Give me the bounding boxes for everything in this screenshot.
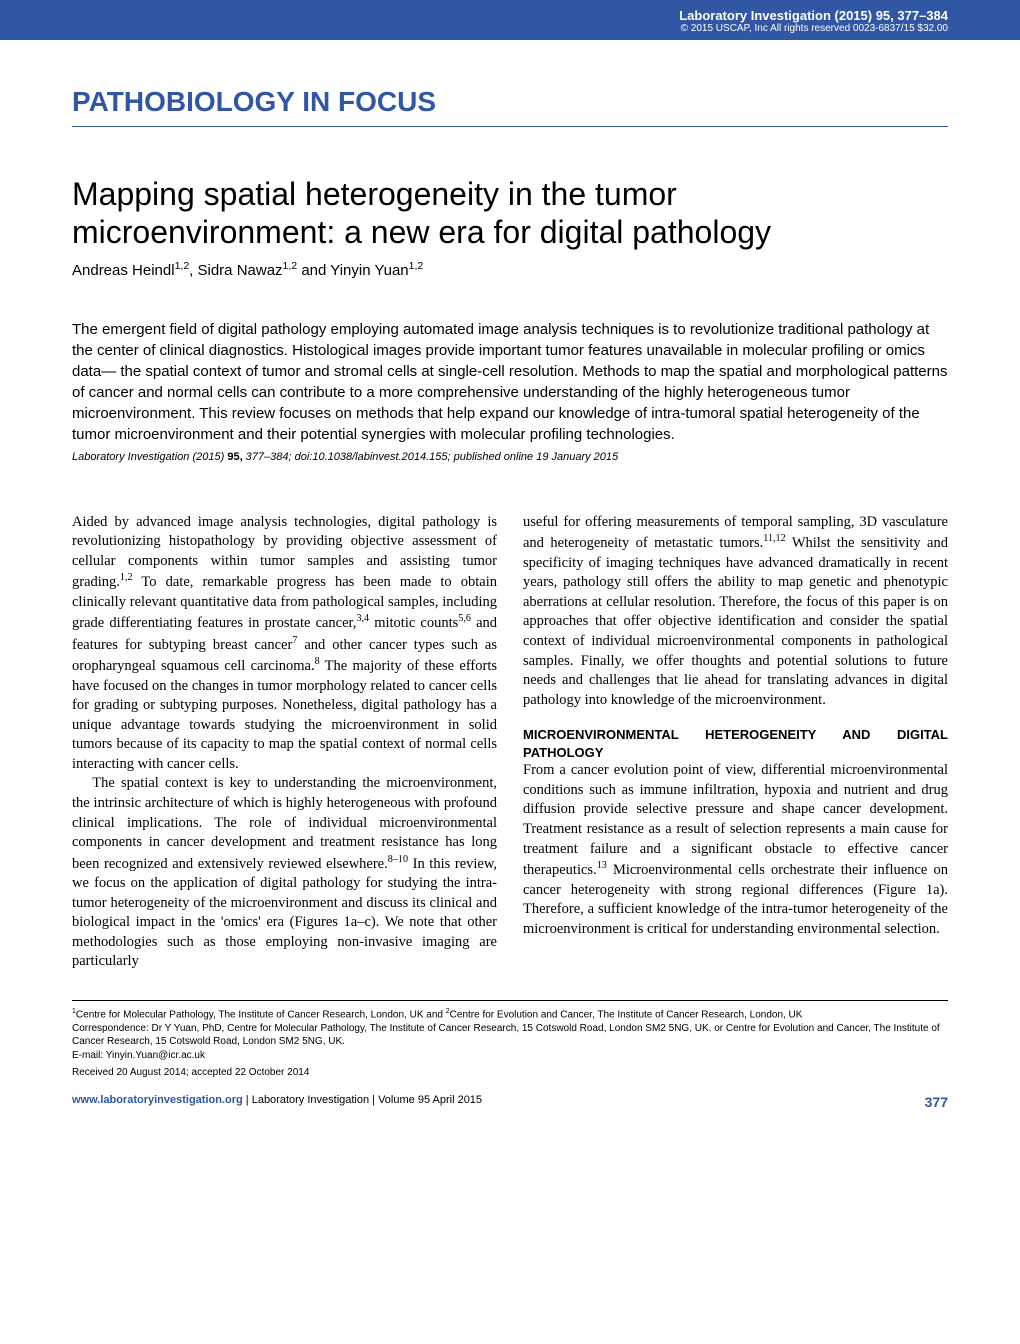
body-columns: Aided by advanced image analysis technol… [72, 513, 948, 972]
affiliations: 1Centre for Molecular Pathology, The Ins… [72, 1007, 948, 1022]
body-paragraph: The spatial context is key to understand… [72, 774, 497, 971]
footer-mid: | Laboratory Investigation | Volume 95 A… [243, 1094, 482, 1106]
correspondence-email: E-mail: Yinyin.Yuan@icr.ac.uk [72, 1049, 948, 1063]
citation-line: Laboratory Investigation (2015) 95, 377–… [72, 451, 948, 463]
column-left: Aided by advanced image analysis technol… [72, 513, 497, 972]
received-accepted: Received 20 August 2014; accepted 22 Oct… [72, 1066, 948, 1080]
page-footer: www.laboratoryinvestigation.org | Labora… [72, 1094, 948, 1110]
correspondence: Correspondence: Dr Y Yuan, PhD, Centre f… [72, 1022, 948, 1049]
page-number: 377 [925, 1094, 948, 1110]
section-header: PATHOBIOLOGY IN FOCUS [72, 86, 948, 127]
body-paragraph: From a cancer evolution point of view, d… [523, 761, 948, 939]
body-paragraph: useful for offering measurements of temp… [523, 513, 948, 710]
section-heading: MICROENVIRONMENTAL HETEROGENEITY AND DIG… [523, 726, 948, 761]
page-content: PATHOBIOLOGY IN FOCUS Mapping spatial he… [0, 40, 1020, 1130]
banner-copyright: © 2015 USCAP, Inc All rights reserved 00… [72, 23, 948, 34]
footnotes: 1Centre for Molecular Pathology, The Ins… [72, 1000, 948, 1080]
article-title: Mapping spatial heterogeneity in the tum… [72, 175, 948, 252]
column-right: useful for offering measurements of temp… [523, 513, 948, 972]
journal-link[interactable]: www.laboratoryinvestigation.org [72, 1094, 243, 1106]
authors: Andreas Heindl1,2, Sidra Nawaz1,2 and Yi… [72, 260, 948, 279]
footer-left: www.laboratoryinvestigation.org | Labora… [72, 1094, 482, 1110]
journal-banner: Laboratory Investigation (2015) 95, 377–… [0, 0, 1020, 40]
body-paragraph: Aided by advanced image analysis technol… [72, 513, 497, 775]
abstract: The emergent field of digital pathology … [72, 319, 948, 445]
banner-title: Laboratory Investigation (2015) 95, 377–… [72, 8, 948, 23]
